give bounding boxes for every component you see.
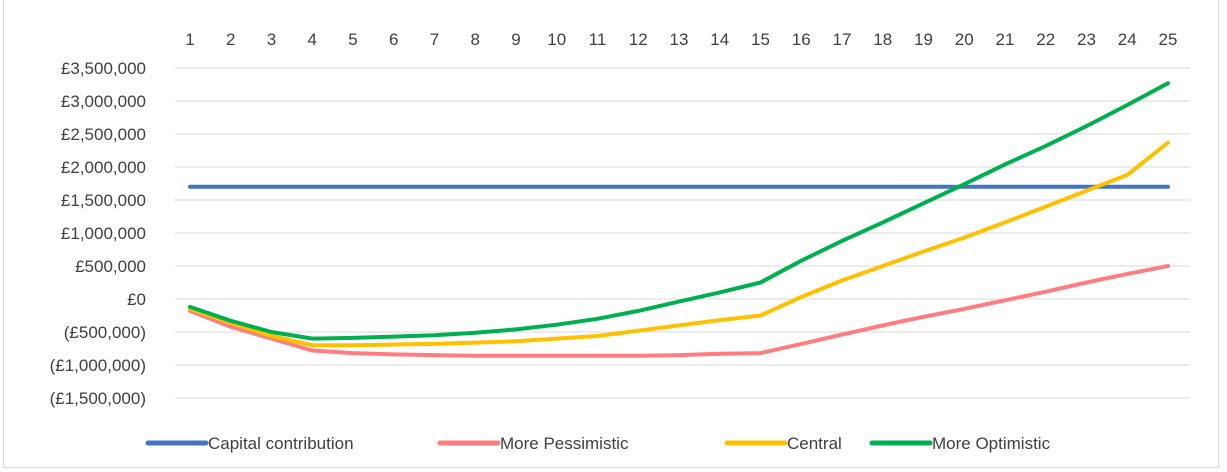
legend-label-more-pessimistic: More Pessimistic	[500, 434, 629, 453]
legend-label-central: Central	[787, 434, 842, 453]
x-tick-label: 5	[348, 30, 357, 49]
legend-label-capital-contribution: Capital contribution	[208, 434, 354, 453]
y-tick-label: £3,000,000	[61, 92, 146, 111]
x-axis-tick-labels: 1 2 3 4 5 6 7 8 9 10 11 12 13 14 15 16 17 18 19 20 21 22 23 24 2…	[185, 30, 1177, 49]
x-tick-label: 18	[873, 30, 892, 49]
x-tick-label: 22	[1036, 30, 1055, 49]
x-tick-label: 24	[1118, 30, 1137, 49]
x-tick-label: 21	[996, 30, 1015, 49]
x-tick-label: 16	[792, 30, 811, 49]
y-tick-label: (£1,000,000)	[50, 356, 146, 375]
y-axis-tick-labels: £3,500,000 £3,000,000 £2,500,000 £2,000,000…	[50, 59, 146, 408]
series-lines	[188, 81, 1170, 358]
y-tick-label: £1,000,000	[61, 224, 146, 243]
x-tick-label: 3	[267, 30, 276, 49]
series-line-more-pessimistic	[188, 264, 1170, 358]
legend: Capital contribution More Pessimistic Cent…	[145, 434, 1051, 453]
x-tick-label: 19	[914, 30, 933, 49]
x-tick-label: 15	[751, 30, 770, 49]
gridlines	[175, 67, 1190, 399]
x-tick-label: 20	[955, 30, 974, 49]
y-tick-label: (£1,500,000)	[50, 389, 146, 408]
x-tick-label: 17	[833, 30, 852, 49]
x-tick-label: 6	[389, 30, 398, 49]
x-tick-label: 23	[1077, 30, 1096, 49]
y-tick-label: £1,500,000	[61, 191, 146, 210]
x-tick-label: 11	[589, 30, 607, 49]
y-tick-label: (£500,000)	[64, 323, 146, 342]
x-tick-label: 14	[710, 30, 729, 49]
x-tick-label: 25	[1159, 30, 1178, 49]
x-tick-label: 1	[185, 30, 194, 49]
x-tick-label: 4	[308, 30, 317, 49]
y-tick-label: £3,500,000	[61, 59, 146, 78]
x-tick-label: 10	[547, 30, 566, 49]
series-line-central	[188, 140, 1170, 348]
x-tick-label: 13	[670, 30, 689, 49]
x-tick-label: 9	[511, 30, 520, 49]
series-line-more-optimistic	[188, 81, 1170, 341]
legend-label-more-optimistic: More Optimistic	[932, 434, 1051, 453]
x-tick-label: 7	[430, 30, 439, 49]
y-tick-label: £2,500,000	[61, 125, 146, 144]
x-tick-label: 2	[226, 30, 235, 49]
y-tick-label: £500,000	[75, 257, 146, 276]
y-tick-label: £2,000,000	[61, 158, 146, 177]
x-tick-label: 12	[629, 30, 648, 49]
y-tick-label: £0	[127, 290, 146, 309]
chart-area	[3, 0, 1219, 468]
x-tick-label: 8	[471, 30, 480, 49]
